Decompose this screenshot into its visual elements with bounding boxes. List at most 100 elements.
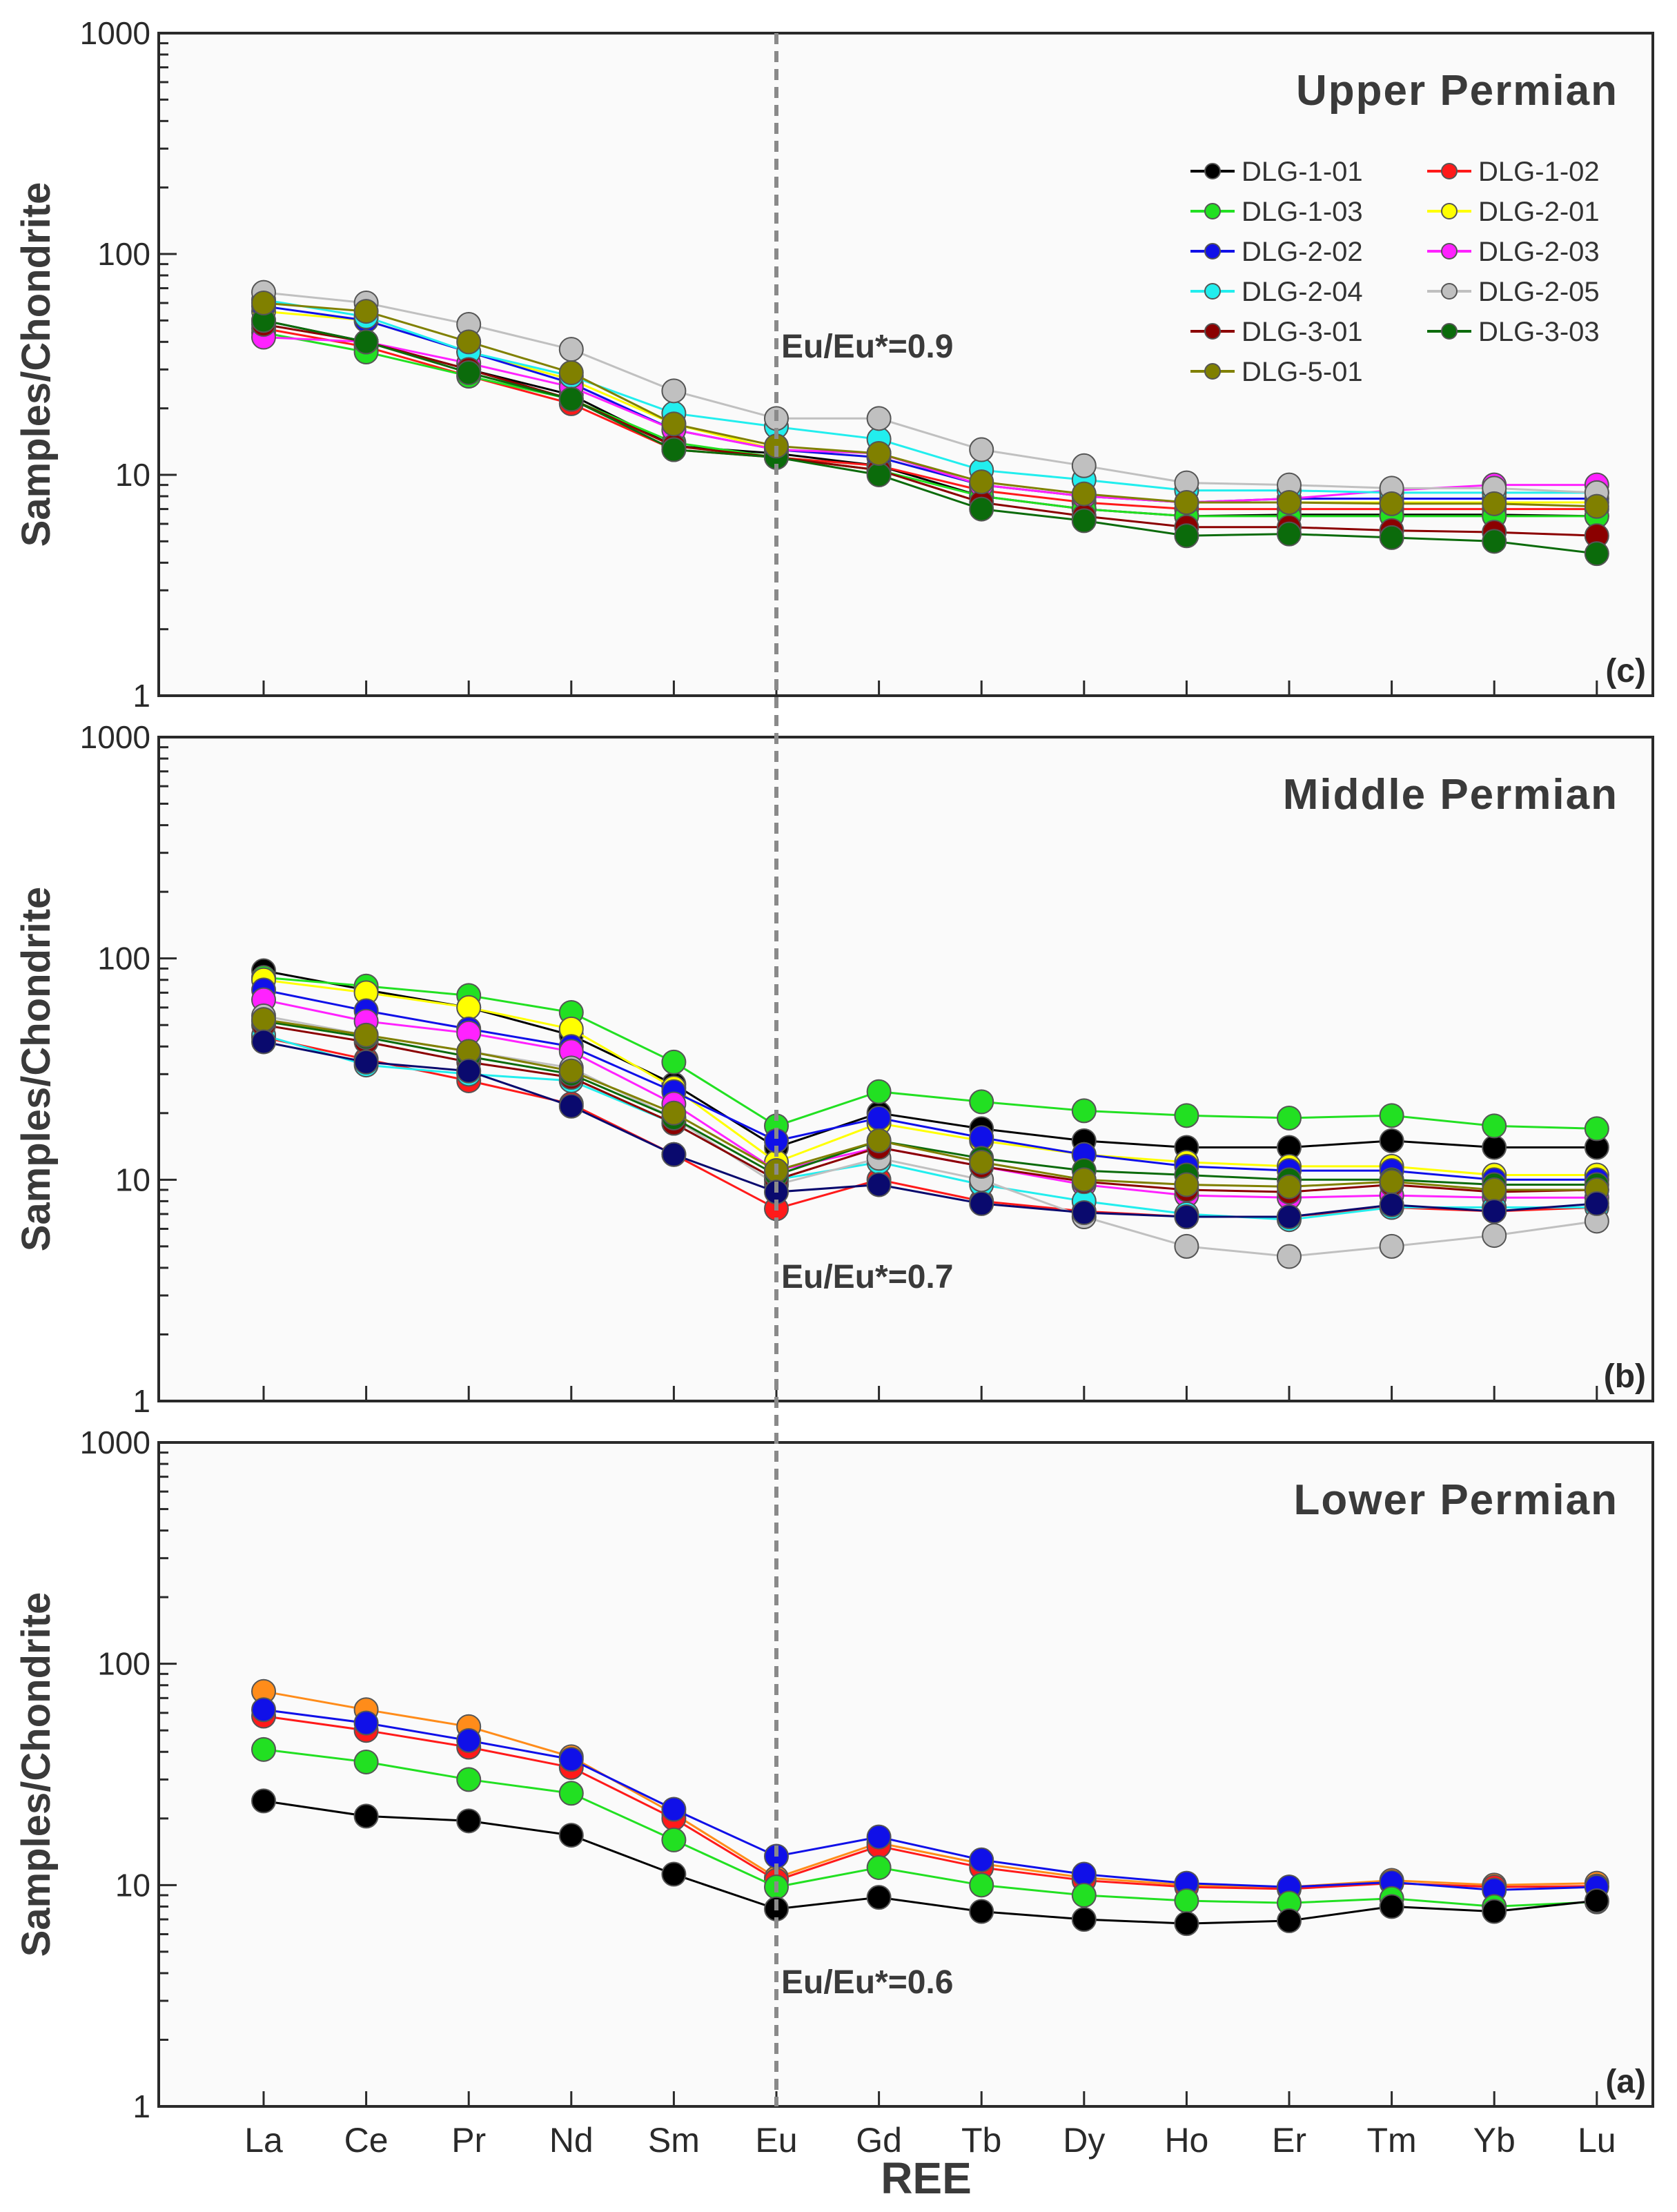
series-line <box>263 319 1597 555</box>
legend-entry-label: DLG-2-04 <box>1242 277 1363 307</box>
data-point-Nd <box>558 1823 584 1848</box>
data-point-Sm <box>661 1797 687 1822</box>
data-point-Dy <box>1071 453 1097 478</box>
eu-anomaly-annotation: Eu/Eu*=0.7 <box>781 1259 953 1295</box>
data-point-Sm <box>661 1861 687 1887</box>
data-point-Sm <box>661 1100 687 1126</box>
series-line <box>263 305 1597 504</box>
data-point-Sm <box>661 378 687 404</box>
legend-swatch-marker <box>1204 323 1221 340</box>
data-point-Nd <box>558 1781 584 1806</box>
data-point-Er <box>1277 1174 1302 1200</box>
data-point-Er <box>1277 521 1302 547</box>
data-point-Ce <box>353 329 379 355</box>
data-point-Ho <box>1174 489 1199 515</box>
legend-swatch-marker <box>1204 203 1221 219</box>
data-point-Tm <box>1379 1233 1404 1259</box>
data-point-Tb <box>969 1191 994 1216</box>
data-point-Gd <box>866 462 892 487</box>
series-DLG-5-01 <box>251 290 1609 519</box>
data-point-Tb <box>969 1089 994 1115</box>
x-tick-label: Tb <box>961 2121 1001 2160</box>
series-line <box>263 1018 1597 1191</box>
data-point-La <box>251 290 276 315</box>
data-point-Lu <box>1584 493 1609 519</box>
data-point-Tm <box>1379 1169 1404 1195</box>
legend-entry-label: DLG-2-05 <box>1478 277 1600 307</box>
data-point-Yb <box>1482 1199 1507 1224</box>
series-line <box>263 1748 1597 1908</box>
y-tick-label: 100 <box>97 1646 150 1682</box>
legend: DLG-1-01 DLG-1-02 DLG-1-03 DLG-2-01 DLG-2-02… <box>1190 157 1600 387</box>
plot-frame <box>157 32 1654 697</box>
y-tick-label: 1 <box>133 2088 150 2124</box>
data-point-Tb <box>969 1899 994 1924</box>
x-axis-label: REE <box>881 2153 972 2203</box>
data-point-Yb <box>1482 1135 1507 1160</box>
legend-entry-label: DLG-1-03 <box>1242 197 1363 227</box>
y-tick-label: 1000 <box>80 719 150 755</box>
series-line <box>263 976 1597 1130</box>
series-line <box>263 323 1597 537</box>
y-tick-label: 10 <box>115 457 150 493</box>
x-tick-label: Er <box>1272 2121 1306 2160</box>
y-axis-label: Samples/Chondrite <box>14 887 59 1252</box>
panel-c: 1 10 100 1000 Samples/Chondrite Upper Permian… <box>14 15 1654 714</box>
data-point-Ho <box>1174 1172 1199 1197</box>
legend-swatch-marker <box>1204 163 1221 179</box>
data-point-La <box>251 1697 276 1723</box>
data-point-Gd <box>866 1079 892 1104</box>
data-point-Gd <box>866 406 892 431</box>
data-point-Yb <box>1482 1223 1507 1249</box>
legend-swatch-marker <box>1441 283 1458 300</box>
data-point-Sm <box>661 1142 687 1167</box>
x-tick-label: Ce <box>344 2121 389 2160</box>
series-line <box>263 1715 1597 1890</box>
data-point-Tm <box>1379 525 1404 550</box>
x-tick-label: Dy <box>1063 2121 1105 2160</box>
legend-entry-label: DLG-1-02 <box>1478 157 1600 187</box>
data-point-Tm <box>1379 1128 1404 1153</box>
data-point-Er <box>1277 1105 1302 1131</box>
data-point-Pr <box>456 995 482 1020</box>
data-point-Dy <box>1071 1167 1097 1193</box>
y-tick-label: 10 <box>115 1162 150 1197</box>
y-tick-label: 10 <box>115 1867 150 1903</box>
y-tick-label: 100 <box>97 236 150 272</box>
data-point-Pr <box>456 1767 482 1792</box>
data-point-Lu <box>1584 1888 1609 1913</box>
data-point-Tb <box>969 1149 994 1175</box>
panel-label: (a) <box>1605 2064 1646 2100</box>
legend-entry-label: DLG-2-03 <box>1478 237 1600 267</box>
data-point-Er <box>1277 489 1302 515</box>
plot-frame <box>157 736 1654 1402</box>
panel-title: Middle Permian <box>1283 771 1618 819</box>
data-point-Tm <box>1379 1894 1404 1919</box>
data-point-La <box>251 1007 276 1032</box>
data-point-Gd <box>866 1105 892 1131</box>
y-tick-label: 100 <box>97 941 150 977</box>
data-point-Nd <box>558 337 584 362</box>
data-point-Gd <box>866 1854 892 1880</box>
data-point-Dy <box>1071 1200 1097 1226</box>
data-point-Tb <box>969 469 994 495</box>
x-tick-label: Tm <box>1366 2121 1416 2160</box>
data-point-Gd <box>866 440 892 466</box>
series-line <box>263 291 1597 494</box>
series-line <box>263 1024 1597 1193</box>
legend-swatch-marker <box>1441 323 1458 340</box>
legend-entry-label: DLG-1-01 <box>1242 157 1363 187</box>
series-line <box>263 979 1597 1176</box>
data-point-Ce <box>353 1022 379 1048</box>
x-tick-label: Ho <box>1164 2121 1208 2160</box>
x-axis-tick-labels: La Ce Pr Nd Sm Eu Gd Tb Dy Ho Er Tm Yb Lu <box>244 2121 1616 2160</box>
x-tick-label: Nd <box>549 2121 594 2160</box>
eu-anomaly-annotation: Eu/Eu*=0.9 <box>781 329 953 365</box>
data-point-Nd <box>558 360 584 386</box>
data-point-Lu <box>1584 1116 1609 1142</box>
data-point-Sm <box>661 1049 687 1075</box>
data-point-Ho <box>1174 523 1199 549</box>
series-line <box>263 1041 1597 1218</box>
legend-entry-label: DLG-3-03 <box>1478 317 1600 347</box>
